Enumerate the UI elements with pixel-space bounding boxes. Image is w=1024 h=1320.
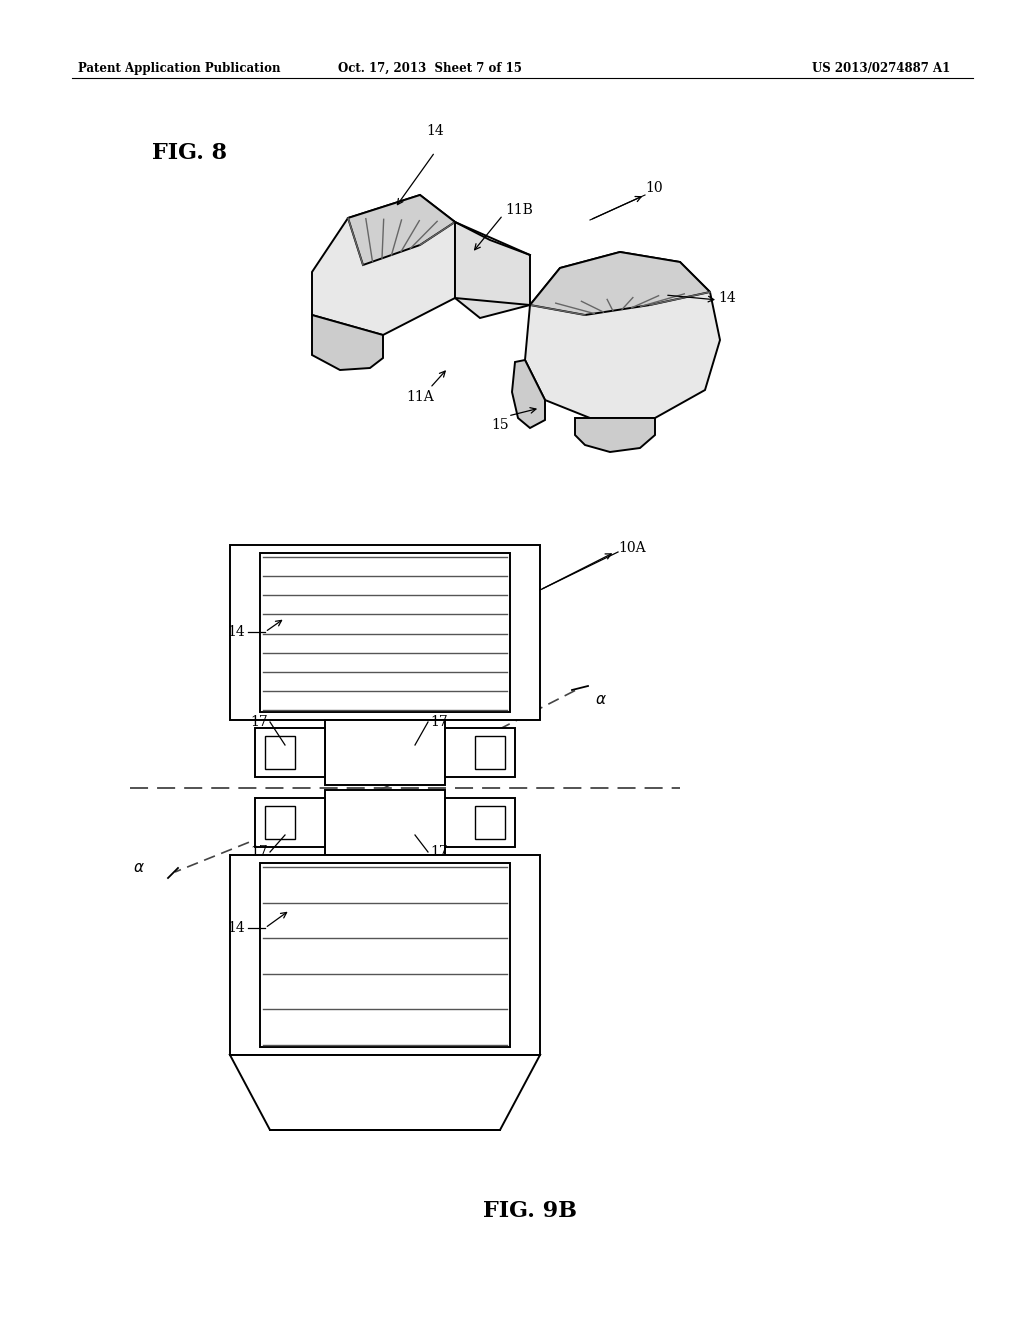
Text: Patent Application Publication: Patent Application Publication [78, 62, 281, 75]
Bar [325, 789, 445, 855]
Text: 10: 10 [645, 181, 663, 195]
Bar [475, 807, 505, 840]
Polygon shape [348, 195, 455, 265]
Text: $\alpha$: $\alpha$ [595, 693, 607, 708]
Text: 14: 14 [426, 124, 443, 139]
Text: 17: 17 [430, 715, 447, 729]
Polygon shape [530, 252, 710, 315]
Text: FIG. 9B: FIG. 9B [483, 1200, 577, 1222]
Bar [260, 863, 510, 1047]
Text: 14: 14 [718, 290, 736, 305]
Text: 17: 17 [250, 715, 268, 729]
Polygon shape [312, 315, 383, 370]
Text: 17: 17 [250, 845, 268, 859]
Text: 14: 14 [227, 624, 245, 639]
Text: Oct. 17, 2013  Sheet 7 of 15: Oct. 17, 2013 Sheet 7 of 15 [338, 62, 522, 75]
Polygon shape [312, 195, 455, 335]
Text: FIG. 8: FIG. 8 [152, 143, 227, 164]
Text: 11A: 11A [407, 389, 434, 404]
Bar [260, 553, 510, 711]
Polygon shape [525, 252, 720, 418]
Text: 11B: 11B [505, 203, 532, 216]
Polygon shape [230, 1055, 540, 1130]
Text: $\alpha$: $\alpha$ [133, 861, 145, 875]
Polygon shape [575, 418, 655, 451]
Text: US 2013/0274887 A1: US 2013/0274887 A1 [812, 62, 950, 75]
Bar [475, 737, 505, 770]
Bar [255, 799, 325, 847]
Bar [265, 737, 295, 770]
Bar [445, 729, 515, 777]
Polygon shape [455, 222, 530, 318]
Bar [445, 799, 515, 847]
Text: 17: 17 [430, 845, 447, 859]
Polygon shape [512, 360, 545, 428]
Text: 10A: 10A [618, 541, 645, 554]
Text: 15: 15 [492, 418, 509, 432]
Bar [255, 729, 325, 777]
Bar [230, 545, 540, 719]
Text: 14: 14 [227, 921, 245, 935]
Bar [265, 807, 295, 840]
Bar [325, 719, 445, 785]
Bar [230, 855, 540, 1055]
